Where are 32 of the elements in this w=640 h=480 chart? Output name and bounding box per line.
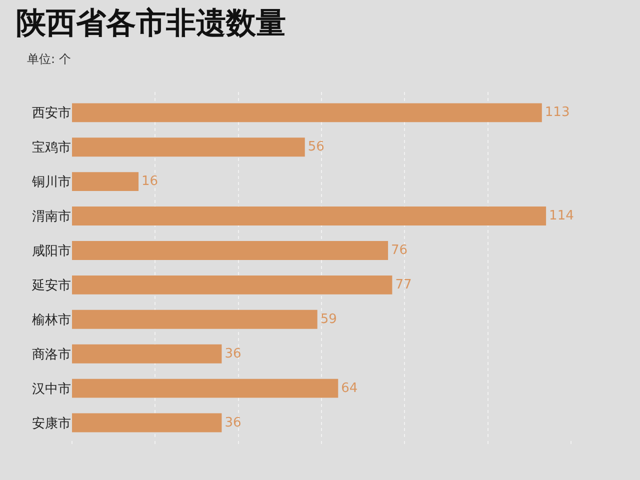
chart-subtitle: 单位: 个 xyxy=(27,52,71,66)
data-label: 56 xyxy=(308,140,324,155)
bar xyxy=(72,413,222,432)
data-label: 77 xyxy=(395,277,412,292)
y-tick-label: 榆林市 xyxy=(32,312,71,328)
y-tick-label: 宝鸡市 xyxy=(32,140,71,156)
bar xyxy=(72,138,305,157)
y-tick-label: 西安市 xyxy=(32,105,71,122)
data-label: 59 xyxy=(320,312,337,327)
data-label: 16 xyxy=(142,174,158,190)
y-tick-label: 咸阳市 xyxy=(32,244,71,260)
y-tick-label: 渭南市 xyxy=(32,210,71,225)
data-label: 64 xyxy=(341,380,358,396)
data-label: 76 xyxy=(391,242,408,258)
y-tick-label: 安康市 xyxy=(32,415,71,432)
data-label: 36 xyxy=(224,346,242,362)
bar xyxy=(72,241,388,260)
data-label: 114 xyxy=(549,208,574,224)
bar xyxy=(72,275,392,294)
chart-title: 陕西省各市非遗数量 xyxy=(16,6,286,40)
y-tick-label: 延安市 xyxy=(31,278,71,294)
bar xyxy=(72,378,338,398)
y-tick-label: 汉中市 xyxy=(32,382,71,397)
bar xyxy=(72,310,318,329)
y-tick-label: 商洛市 xyxy=(32,347,71,362)
bar xyxy=(72,172,139,192)
bar xyxy=(72,344,222,364)
data-label: 113 xyxy=(544,105,570,120)
bar xyxy=(72,206,546,226)
y-tick-label: 铜川市 xyxy=(31,175,71,190)
data-label: 36 xyxy=(224,415,242,430)
bar xyxy=(72,103,542,122)
